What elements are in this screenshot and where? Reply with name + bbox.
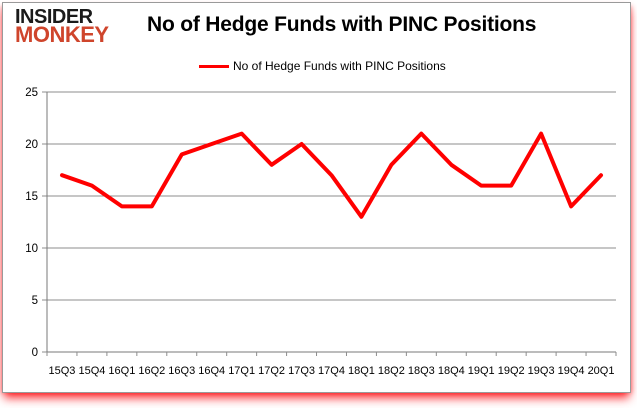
series-line: [60, 131, 603, 219]
x-tick-label: 16Q1: [108, 365, 135, 377]
legend-label: No of Hedge Funds with PINC Positions: [233, 59, 446, 73]
logo-insider-text: INSIDER: [15, 6, 93, 28]
x-tick-label: 15Q4: [78, 365, 105, 377]
y-tick-label: 25: [25, 87, 38, 99]
y-tick-label: 20: [25, 139, 38, 151]
x-tick-label: 19Q4: [558, 365, 585, 377]
insider-monkey-logo: INSIDER MONKEY: [15, 6, 109, 47]
x-tick-label: 15Q3: [49, 365, 76, 377]
x-tick-label: 18Q1: [348, 365, 375, 377]
x-tick-label: 19Q3: [528, 365, 555, 377]
y-tick-label: 10: [25, 243, 38, 255]
y-tick-label: 15: [25, 191, 38, 203]
x-tick-label: 20Q1: [588, 365, 615, 377]
x-tick-label: 19Q2: [498, 365, 525, 377]
chart-legend: No of Hedge Funds with PINC Positions: [199, 59, 446, 73]
chart-title: No of Hedge Funds with PINC Positions: [147, 13, 537, 36]
x-tick-label: 16Q3: [168, 365, 195, 377]
x-tick-label: 18Q4: [438, 365, 465, 377]
y-tick-label: 0: [32, 347, 38, 359]
legend-line-swatch: [199, 64, 229, 68]
x-tick-label: 17Q2: [258, 365, 285, 377]
x-tick-label: 18Q2: [378, 365, 405, 377]
y-tick-label: 5: [32, 295, 38, 307]
x-tick-label: 19Q1: [468, 365, 495, 377]
x-tick-label: 17Q3: [288, 365, 315, 377]
x-tick-label: 17Q4: [318, 365, 345, 377]
x-tick-label: 16Q2: [138, 365, 165, 377]
x-tick-label: 17Q1: [228, 365, 255, 377]
logo-monkey-text: MONKEY: [15, 22, 109, 47]
chart-frame: INSIDER MONKEY No of Hedge Funds with PI…: [2, 2, 631, 393]
x-tick-label: 18Q3: [408, 365, 435, 377]
x-tick-label: 16Q4: [198, 365, 225, 377]
